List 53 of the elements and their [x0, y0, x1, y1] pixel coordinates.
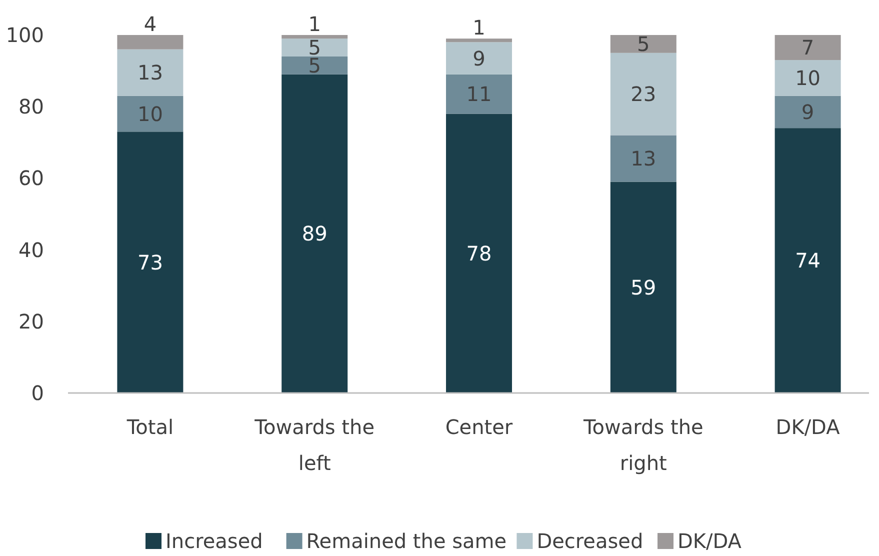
- data-label: 73: [137, 250, 163, 274]
- y-tick-label: 80: [18, 94, 44, 119]
- y-tick-label: 40: [18, 238, 44, 262]
- bar: [117, 96, 184, 132]
- data-label: 1: [472, 16, 486, 40]
- bar: [774, 35, 841, 60]
- bar: [282, 56, 348, 74]
- bar: [282, 38, 348, 56]
- y-tick-label: 20: [18, 309, 44, 334]
- data-label: 13: [137, 60, 163, 85]
- data-label: 4: [144, 12, 157, 36]
- bar: [610, 135, 676, 182]
- bar: [774, 128, 841, 393]
- bar: [282, 35, 348, 39]
- data-label: 5: [637, 32, 650, 56]
- data-label: 7: [801, 36, 814, 60]
- data-label: 11: [466, 82, 492, 106]
- legend-label: Decreased: [536, 529, 644, 553]
- x-tick-label: Towards the right: [582, 415, 704, 475]
- bar: [774, 60, 841, 96]
- data-label: 10: [137, 102, 163, 126]
- x-tick-label: Towards the left: [254, 415, 375, 475]
- bar: [610, 35, 676, 53]
- data-label: 59: [630, 275, 656, 300]
- bar: [610, 182, 676, 393]
- bar: [117, 35, 184, 50]
- x-tick-label: DK/DA: [776, 415, 840, 439]
- x-tick-label: Center: [445, 415, 514, 439]
- data-label: 9: [472, 46, 486, 70]
- bar: [117, 132, 184, 393]
- y-tick-label: 0: [31, 381, 44, 405]
- bar: [774, 96, 841, 128]
- data-label: 9: [801, 100, 814, 124]
- bar: [446, 74, 512, 114]
- legend-label: Increased: [166, 529, 263, 553]
- x-tick-label: Total: [126, 415, 174, 439]
- data-label: 10: [795, 66, 821, 90]
- data-label: 89: [302, 222, 328, 246]
- bar: [117, 49, 184, 96]
- y-tick-label: 60: [18, 166, 44, 190]
- legend-label: DK/DA: [678, 529, 742, 553]
- data-label: 78: [466, 241, 492, 266]
- legend-label: Remained the same: [306, 529, 507, 553]
- data-label: 1: [308, 12, 321, 36]
- data-label: 74: [795, 248, 821, 273]
- bar: [446, 42, 512, 74]
- data-label: 23: [630, 82, 656, 106]
- bar: [610, 52, 676, 136]
- data-label: 13: [630, 146, 656, 171]
- y-tick-label: 100: [6, 23, 44, 47]
- bar: [446, 114, 512, 393]
- bar: [446, 38, 512, 42]
- bar: [282, 74, 348, 393]
